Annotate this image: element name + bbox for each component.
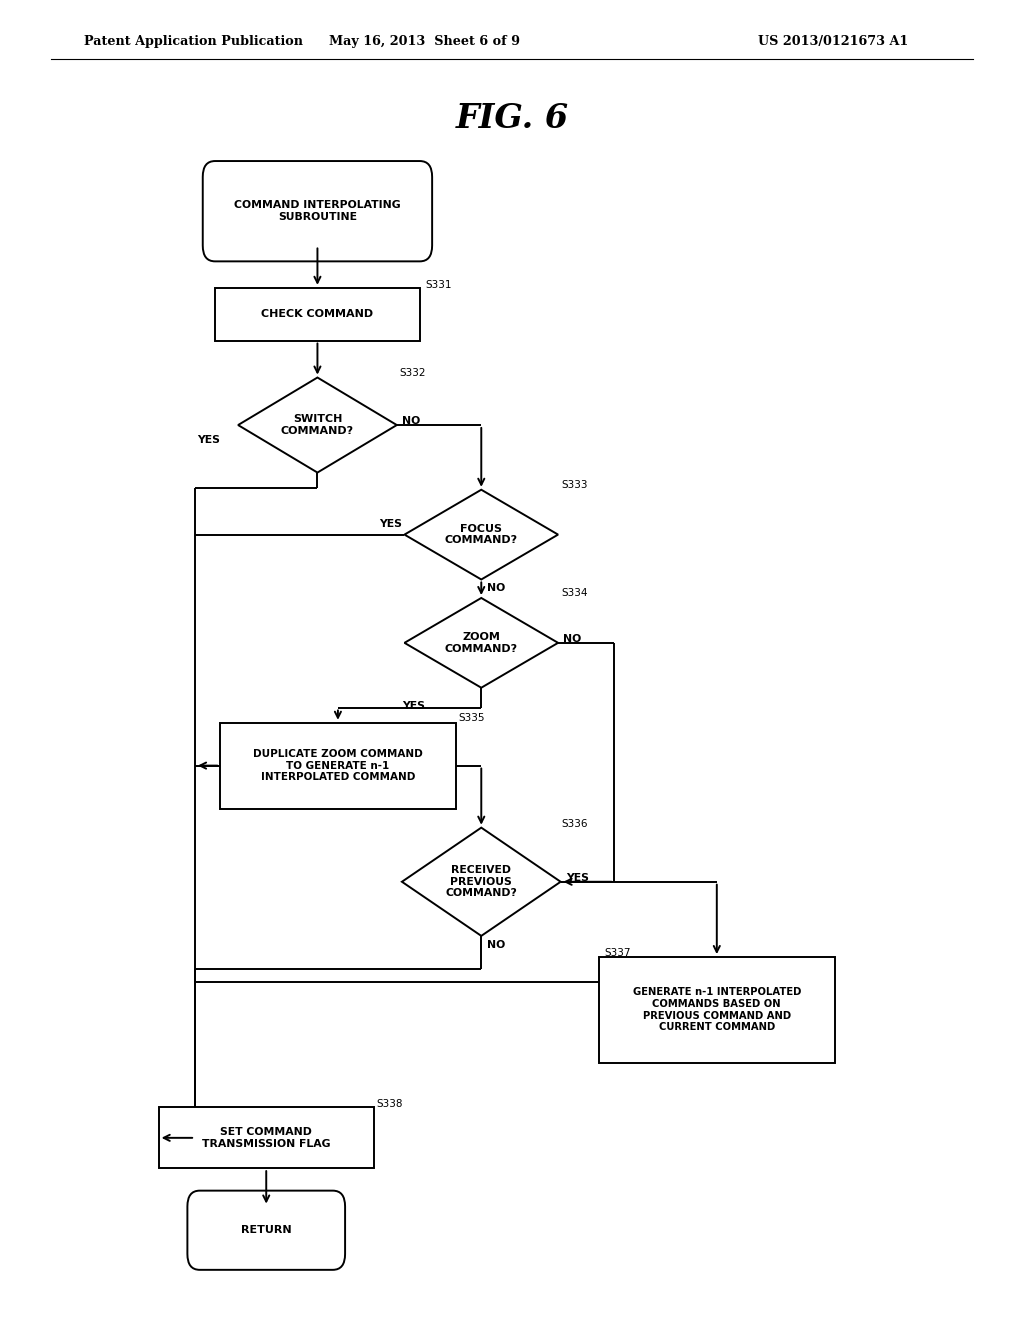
Text: RECEIVED
PREVIOUS
COMMAND?: RECEIVED PREVIOUS COMMAND?	[445, 865, 517, 899]
FancyBboxPatch shape	[203, 161, 432, 261]
Text: S338: S338	[377, 1098, 403, 1109]
Text: SET COMMAND
TRANSMISSION FLAG: SET COMMAND TRANSMISSION FLAG	[202, 1127, 331, 1148]
Bar	[220, 723, 456, 808]
Polygon shape	[404, 598, 558, 688]
Text: YES: YES	[565, 873, 589, 883]
Polygon shape	[238, 378, 397, 473]
Text: S333: S333	[561, 479, 588, 490]
Text: NO: NO	[563, 634, 582, 644]
Text: S331: S331	[425, 280, 452, 290]
Polygon shape	[401, 828, 561, 936]
Text: S334: S334	[561, 587, 588, 598]
Text: NO: NO	[401, 416, 420, 426]
Text: Patent Application Publication: Patent Application Publication	[84, 36, 303, 48]
Text: FOCUS
COMMAND?: FOCUS COMMAND?	[444, 524, 518, 545]
Text: DUPLICATE ZOOM COMMAND
TO GENERATE n-1
INTERPOLATED COMMAND: DUPLICATE ZOOM COMMAND TO GENERATE n-1 I…	[253, 748, 423, 783]
Text: COMMAND INTERPOLATING
SUBROUTINE: COMMAND INTERPOLATING SUBROUTINE	[234, 201, 400, 222]
FancyBboxPatch shape	[187, 1191, 345, 1270]
Text: S335: S335	[459, 713, 485, 723]
Text: S336: S336	[561, 818, 588, 829]
Text: NO: NO	[487, 583, 506, 594]
Text: FIG. 6: FIG. 6	[456, 103, 568, 135]
Bar	[215, 288, 420, 341]
Text: NO: NO	[487, 940, 506, 950]
Bar	[599, 957, 835, 1063]
Text: S332: S332	[399, 367, 426, 378]
Text: GENERATE n-1 INTERPOLATED
COMMANDS BASED ON
PREVIOUS COMMAND AND
CURRENT COMMAND: GENERATE n-1 INTERPOLATED COMMANDS BASED…	[633, 987, 801, 1032]
Text: US 2013/0121673 A1: US 2013/0121673 A1	[758, 36, 908, 48]
Text: SWITCH
COMMAND?: SWITCH COMMAND?	[281, 414, 354, 436]
Text: ZOOM
COMMAND?: ZOOM COMMAND?	[444, 632, 518, 653]
Polygon shape	[404, 490, 558, 579]
Text: YES: YES	[197, 434, 220, 445]
Bar	[159, 1107, 374, 1168]
Text: CHECK COMMAND: CHECK COMMAND	[261, 309, 374, 319]
Text: May 16, 2013  Sheet 6 of 9: May 16, 2013 Sheet 6 of 9	[330, 36, 520, 48]
Text: RETURN: RETURN	[241, 1225, 292, 1236]
Text: S337: S337	[604, 948, 631, 958]
Text: YES: YES	[380, 519, 402, 529]
Text: YES: YES	[402, 701, 425, 711]
